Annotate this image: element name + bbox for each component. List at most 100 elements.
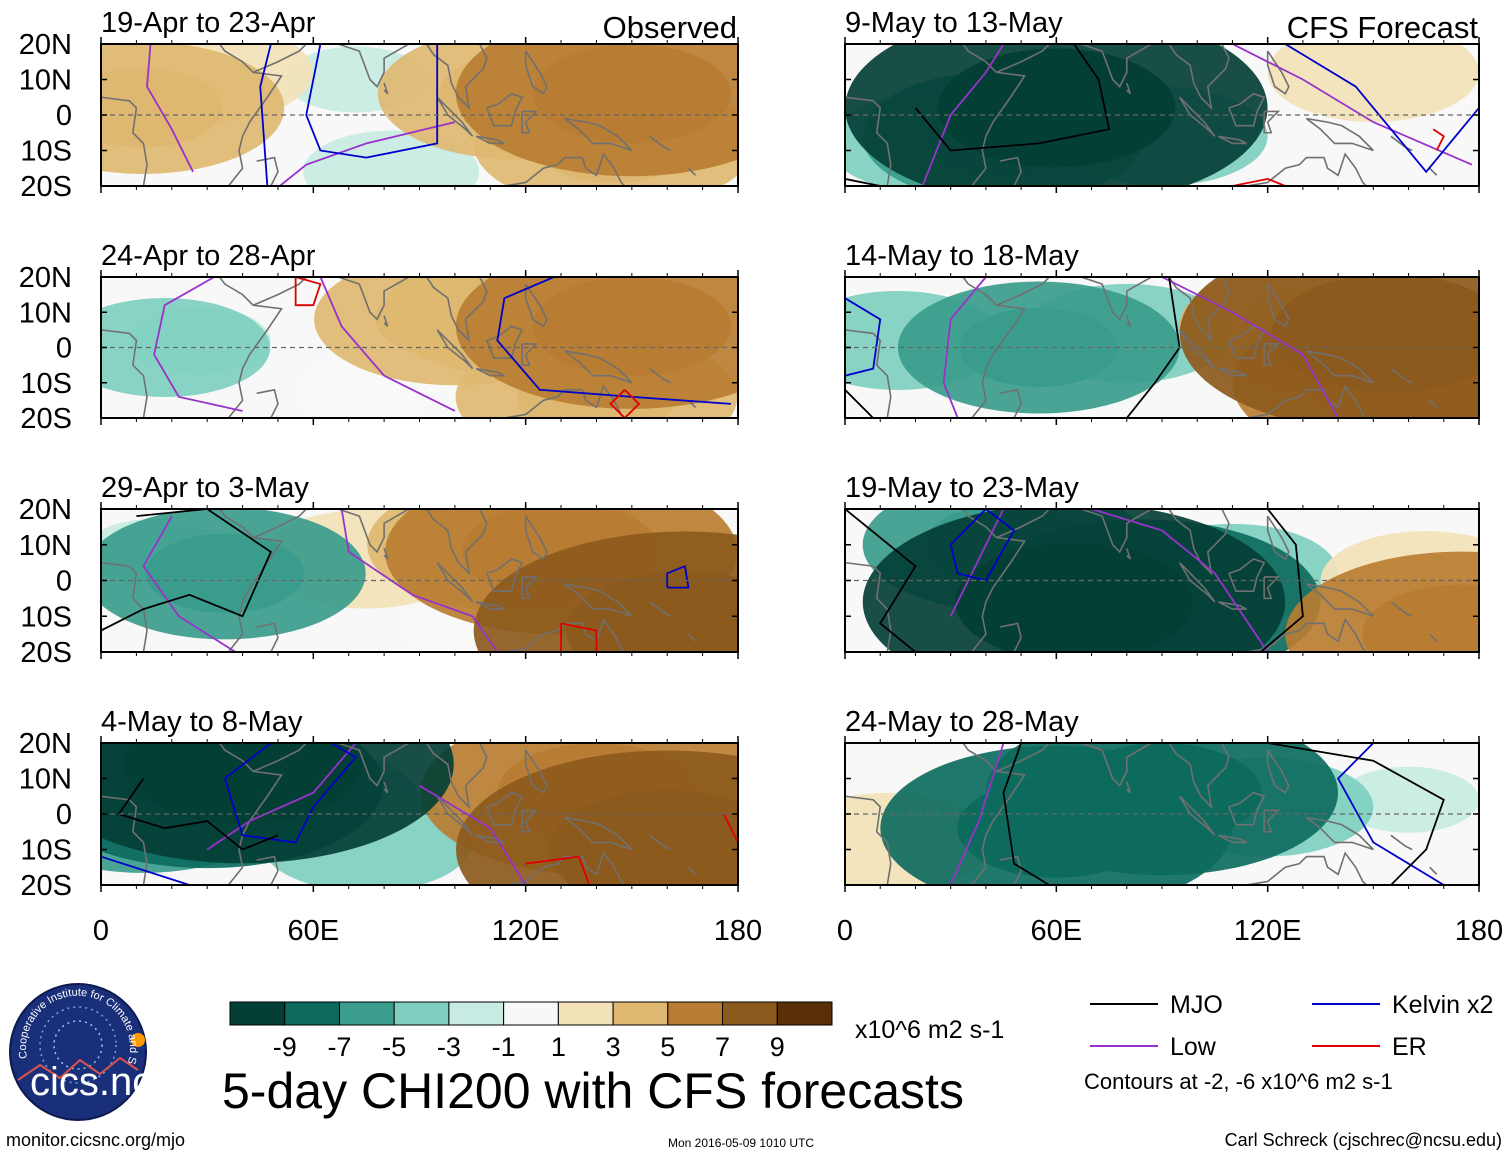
mjo-contour [845, 178, 881, 186]
coastline [1305, 350, 1374, 384]
er-contour [525, 855, 591, 885]
coastline [1246, 618, 1367, 652]
kelvin-contour [223, 743, 358, 844]
low-contour [419, 784, 527, 885]
colorbar-tick-label: -7 [327, 1032, 351, 1062]
coastline [1168, 277, 1230, 343]
coastline [996, 44, 1050, 74]
colorbar-tick-label: 9 [770, 1032, 785, 1062]
kelvin-contour [496, 277, 731, 405]
legend-label-kelvin: Kelvin x2 [1392, 991, 1493, 1019]
logo-label: cics.nc [30, 1060, 153, 1104]
coastline [383, 548, 389, 560]
coastline [1266, 515, 1290, 561]
y-tick-label: 10N [19, 65, 72, 97]
mjo-contour [845, 389, 874, 418]
coastline [1266, 749, 1290, 794]
logo-disc [9, 983, 147, 1121]
anomaly-blob [1267, 44, 1479, 122]
coastline [999, 855, 1022, 885]
coastline [475, 601, 505, 610]
legend-label-er: ER [1392, 1033, 1427, 1061]
low-contour [942, 277, 987, 418]
coastline [845, 561, 892, 652]
coastline [485, 791, 524, 826]
footer-url[interactable]: monitor.cicsnc.org/mjo [6, 1130, 186, 1150]
coastline [999, 156, 1022, 186]
coastline [521, 809, 539, 833]
y-tick-label: 20N [19, 494, 72, 526]
y-tick-label: 20N [19, 728, 72, 760]
coastline [649, 368, 672, 384]
low-contour [949, 509, 1005, 617]
coastline [1390, 601, 1413, 617]
coastline [1390, 834, 1413, 851]
coastline [256, 855, 279, 885]
coastline [504, 384, 626, 418]
coastline [1429, 633, 1438, 642]
anomaly-core [937, 48, 1176, 168]
y-tick-label: 20N [19, 262, 72, 294]
coastline [1390, 368, 1413, 384]
coastline [383, 82, 389, 95]
coastline [564, 117, 633, 152]
mjo-contour [101, 509, 272, 632]
coastline [1126, 82, 1132, 95]
footer-timestamp: Mon 2016-05-09 1010 UTC [668, 1136, 815, 1150]
anomaly-core [532, 277, 731, 376]
x-tick-label: 120E [1234, 915, 1302, 947]
coastline [649, 135, 672, 152]
low-contour [146, 44, 194, 173]
x-tick-label: 0 [837, 915, 853, 947]
coastline [524, 283, 548, 328]
coastline [1266, 283, 1290, 328]
coastline [101, 44, 283, 186]
anomaly-core [123, 743, 362, 824]
mjo-contour [117, 777, 279, 851]
y-tick-label: 20S [20, 171, 72, 203]
panel-title: 4-May to 8-May [101, 706, 303, 738]
er-contour [609, 389, 641, 418]
colorbar-units: x10^6 m2 s-1 [855, 1016, 1005, 1044]
colorbar-bin [338, 1001, 395, 1026]
coastline [101, 96, 148, 186]
colorbar-tick-label: -3 [437, 1032, 461, 1062]
legend: MJO Kelvin x2 Low ER [1090, 991, 1493, 1061]
land-outlines [101, 44, 697, 186]
kelvin-contour [1336, 743, 1445, 885]
y-tick-label: 0 [56, 333, 72, 365]
coastline [101, 329, 148, 418]
anomaly-blob [1338, 766, 1479, 833]
land-outlines [845, 743, 1438, 885]
panel-title: 24-Apr to 28-Apr [101, 240, 316, 272]
er-contour [294, 277, 322, 307]
coastline [1263, 110, 1281, 134]
y-tick-label: 20N [19, 29, 72, 61]
colorbar: -9 -7 -5 -3 -1 1 3 5 7 9 [229, 1001, 833, 1062]
anomaly-core [101, 68, 223, 148]
coastline [504, 851, 626, 885]
coastline [1217, 601, 1247, 610]
coastline [1228, 92, 1266, 127]
coastline [524, 515, 548, 561]
coastline [252, 277, 307, 306]
coastline [1217, 367, 1247, 377]
colorbar-tick-label: 1 [551, 1032, 566, 1062]
colorbar-bin [393, 1001, 450, 1026]
coastline [845, 795, 892, 885]
coastline [564, 816, 633, 851]
coastline [337, 743, 410, 787]
coastline [1080, 277, 1152, 321]
contours-note: Contours at -2, -6 x10^6 m2 s-1 [1084, 1069, 1393, 1094]
panel-7: 19-May to 23-May [844, 472, 1480, 659]
coastline [1246, 851, 1367, 885]
logo-ring [53, 1020, 103, 1070]
logo-sun [131, 1033, 145, 1047]
colorbar-tick-label: 7 [715, 1032, 730, 1062]
coastline [1305, 816, 1374, 851]
panel-6: 14-May to 18-May [844, 240, 1480, 425]
coastline [1263, 809, 1281, 833]
colorbar-tick-label: -9 [273, 1032, 297, 1062]
colorbar-bin [557, 1001, 614, 1026]
